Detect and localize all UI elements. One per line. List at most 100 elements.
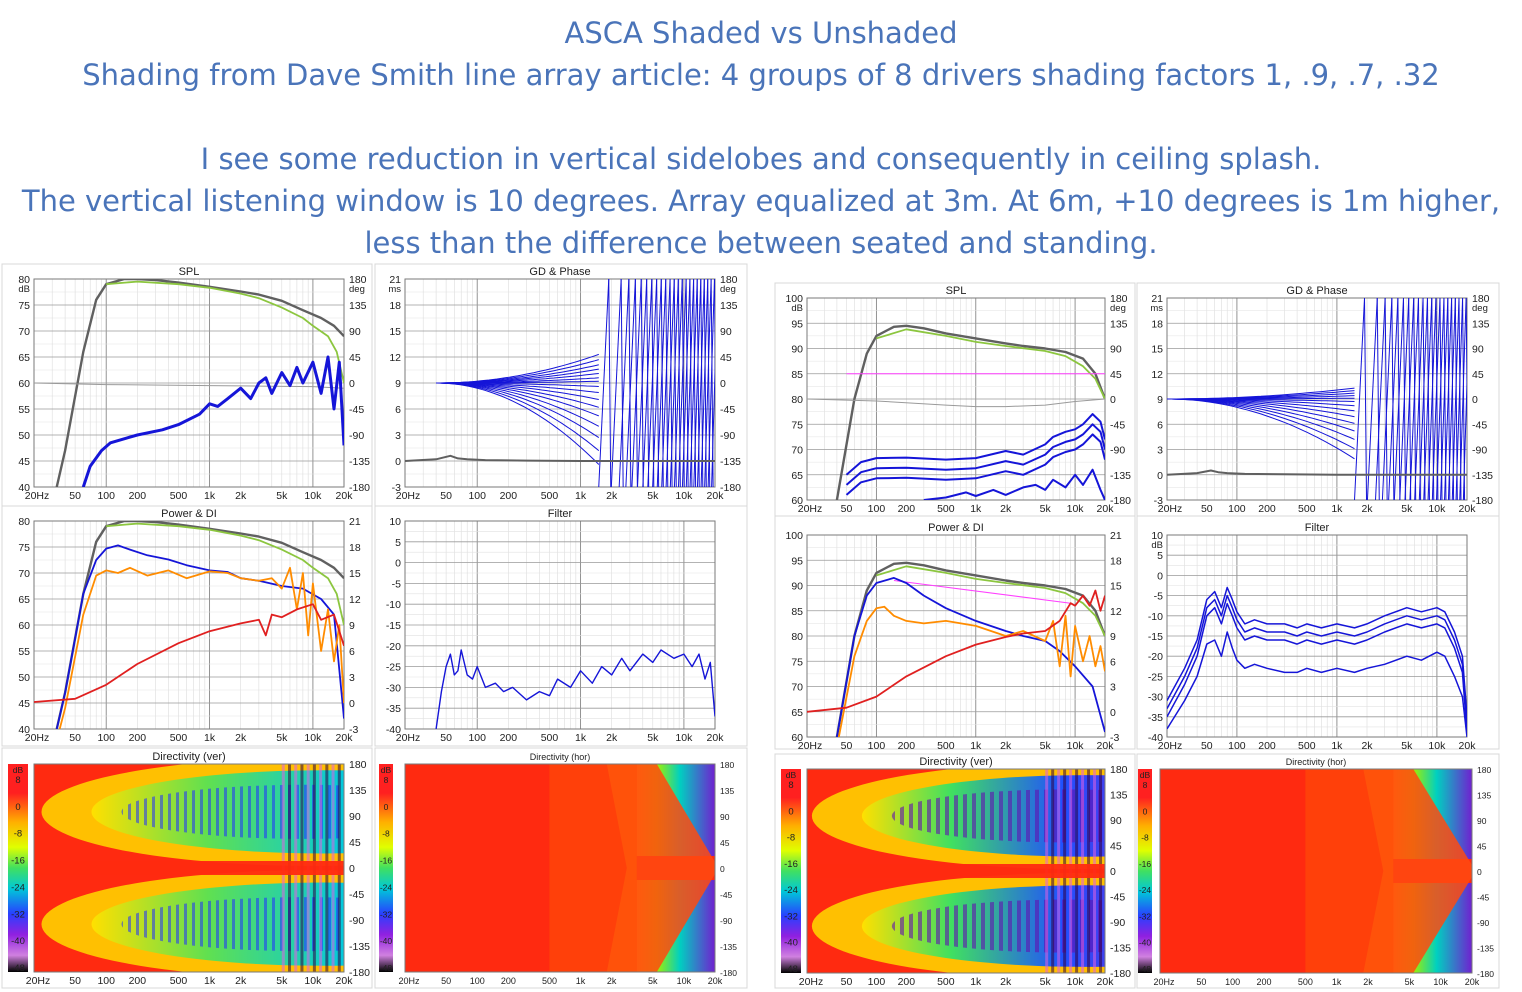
angle-tick-label: 135 xyxy=(349,785,367,797)
y2-unit-label: deg xyxy=(1472,303,1488,314)
x-tick-label: 2k xyxy=(235,490,247,502)
x-tick-label: 200 xyxy=(129,490,147,502)
phase-wrap-line xyxy=(1465,298,1467,440)
phase-wrap-line xyxy=(665,279,675,487)
scale-tick-label: 8 xyxy=(15,775,20,786)
y-tick-label: 6 xyxy=(395,404,401,416)
y-tick-label: 70 xyxy=(791,445,803,457)
phase-wrap-line xyxy=(1455,298,1464,500)
color-scale-bar xyxy=(781,769,801,973)
phase-wrap-line xyxy=(1364,298,1368,500)
y2-unit-label: deg xyxy=(349,284,365,295)
y-tick-label: 80 xyxy=(18,274,30,286)
series-group xyxy=(807,324,1105,500)
series-on-axis xyxy=(55,521,344,729)
x-tick-label: 10k xyxy=(1067,503,1085,515)
x-tick-label: 10k xyxy=(1428,503,1446,515)
phase-wrap-line xyxy=(1423,298,1433,500)
series-filter-3 xyxy=(1167,602,1467,734)
y2-tick-label: -45 xyxy=(349,404,364,416)
x-tick-label: 2k xyxy=(607,976,617,986)
angle-tick-label: 90 xyxy=(1110,815,1122,827)
series-early-reflections xyxy=(58,566,344,729)
phase-wrap-line xyxy=(1417,298,1421,500)
y2-tick-label: 3 xyxy=(1110,682,1116,694)
x-tick-label: 200 xyxy=(129,732,147,744)
header: ASCA Shaded vs Unshaded Shading from Dav… xyxy=(0,12,1522,264)
phase-fan-line xyxy=(1167,398,1355,460)
scale-tick-label: -8 xyxy=(382,829,390,839)
series-on-axis xyxy=(55,279,344,487)
scale-tick-label: 8 xyxy=(788,780,793,791)
x-tick-label: 50 xyxy=(841,976,853,988)
phase-wrap-line xyxy=(1427,298,1437,500)
angle-tick-label: -180 xyxy=(1477,969,1494,979)
y-tick-label: 21 xyxy=(389,274,401,286)
y2-tick-label: 18 xyxy=(1110,555,1122,567)
y2-tick-label: -90 xyxy=(720,430,735,442)
x-tick-label: 5k xyxy=(276,975,288,987)
phase-wrap-line xyxy=(647,279,658,487)
y-tick-label: 90 xyxy=(791,344,803,356)
y-tick-label: 65 xyxy=(791,707,803,719)
color-scale-bar xyxy=(379,764,393,972)
series-phase-2 xyxy=(845,413,1105,476)
y-tick-label: 60 xyxy=(18,620,30,632)
x-tick-label: 20Hz xyxy=(798,503,823,515)
x-tick-label: 50 xyxy=(841,740,853,752)
y-tick-label: 75 xyxy=(791,656,803,668)
y-tick-label: 70 xyxy=(791,682,803,694)
x-tick-label: 500 xyxy=(541,732,559,744)
y2-tick-label: 90 xyxy=(1472,344,1484,356)
x-tick-label: 1k xyxy=(204,732,216,744)
y-tick-label: 3 xyxy=(395,430,401,442)
angle-tick-label: 45 xyxy=(720,838,730,848)
x-tick-label: 500 xyxy=(1298,740,1316,752)
x-tick-label: 5k xyxy=(647,732,659,744)
phase-wrap-line xyxy=(1376,298,1380,500)
phase-fan-line xyxy=(436,382,600,465)
phase-wrap-line xyxy=(637,279,648,487)
y-tick-label: 65 xyxy=(18,352,30,364)
angle-tick-label: -180 xyxy=(1110,968,1131,980)
phase-wrap-line xyxy=(1409,298,1419,500)
y-tick-label: 70 xyxy=(18,568,30,580)
y2-tick-label: -180 xyxy=(1472,495,1493,507)
y-tick-label: 80 xyxy=(791,394,803,406)
phase-wrap-line xyxy=(661,279,671,487)
x-tick-label: 2k xyxy=(1361,740,1373,752)
chart-right-power: Power & DI 20Hz 50 100 200 500 1k 2k 5k 10k 20k 100… xyxy=(774,515,1136,752)
y-tick-label: 100 xyxy=(785,530,803,542)
angle-tick-label: -180 xyxy=(349,967,370,979)
phase-wrap-line xyxy=(669,279,679,487)
x-tick-label: 1k xyxy=(204,490,216,502)
scale-tick-label: -40 xyxy=(1139,938,1152,948)
angle-tick-label: -135 xyxy=(1110,943,1131,955)
main-lobe-band xyxy=(807,864,1105,878)
x-tick-label: 10k xyxy=(304,975,322,987)
x-tick-label: 2k xyxy=(606,732,618,744)
x-tick-label: 50 xyxy=(441,976,451,986)
chart-left-gd: GD & Phase 20Hz 50 100 200 500 1k 2k 5k 10k 20k 21 1… xyxy=(374,263,748,507)
angle-tick-label: 180 xyxy=(1477,765,1491,775)
x-tick-label: 20Hz xyxy=(1158,740,1183,752)
angle-tick-label: 45 xyxy=(1477,842,1487,852)
scale-tick-label: -16 xyxy=(380,856,393,866)
heatmap-body xyxy=(807,769,1105,973)
x-tick-label: 2k xyxy=(606,490,618,502)
y-tick-label: 9 xyxy=(395,378,401,390)
angle-tick-label: -45 xyxy=(1477,893,1490,903)
series-di xyxy=(34,603,344,703)
x-tick-label: 500 xyxy=(170,732,188,744)
x-tick-label: 20Hz xyxy=(1153,977,1175,987)
x-tick-label: 50 xyxy=(69,732,81,744)
x-tick-label: 50 xyxy=(69,975,81,987)
phase-wrap-line xyxy=(625,279,636,487)
angle-tick-label: -135 xyxy=(349,941,370,953)
y-tick-label: 18 xyxy=(389,300,401,312)
angle-tick-label: -135 xyxy=(1477,944,1494,954)
phase-wrap-line xyxy=(642,279,653,487)
series-early-reflections xyxy=(837,605,1105,737)
